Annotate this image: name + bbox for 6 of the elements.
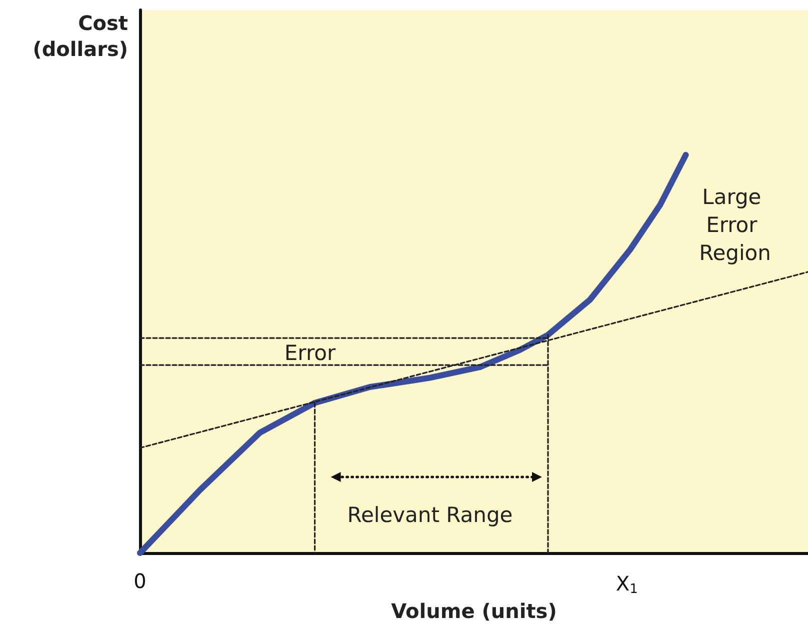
x-tick-label: 0 [134, 569, 146, 593]
annotation: Error [284, 341, 336, 365]
y-axis-title: Cost (dollars) [32, 11, 128, 61]
annotation: Relevant Range [347, 503, 513, 527]
annotation: Large Error Region [699, 185, 771, 265]
x-axis-title: Volume (units) [391, 599, 557, 623]
